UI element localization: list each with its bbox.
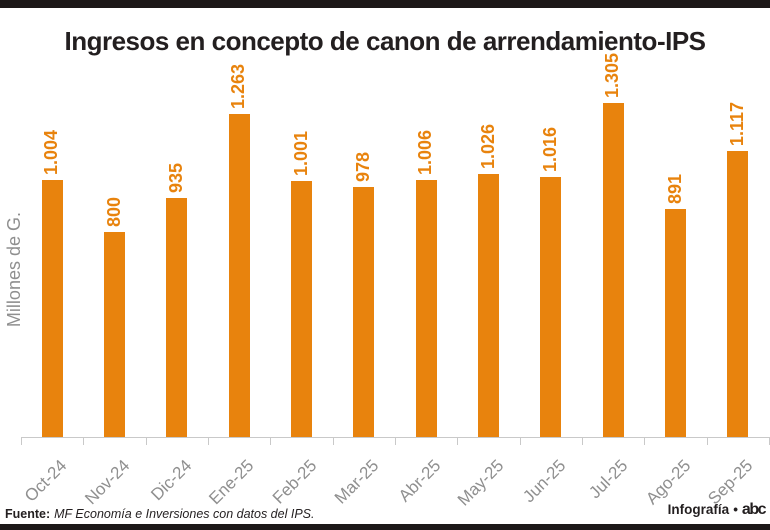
bar-value-label: 891 [664, 173, 685, 204]
axis-tick [644, 437, 646, 445]
bar-value-label: 1.305 [602, 52, 623, 98]
bar-value-label: 1.117 [726, 101, 747, 146]
x-axis-label: Ene-25 [205, 456, 258, 509]
top-black-band [0, 0, 770, 8]
axis-tick [395, 437, 396, 445]
axis-tick [332, 437, 334, 445]
axis-tick [706, 437, 708, 445]
bar-value-label: 1.263 [228, 63, 249, 109]
bar [727, 151, 749, 437]
x-axis-label: Dic-24 [147, 456, 196, 505]
bar-value-label: 1.026 [477, 123, 498, 169]
bar [104, 232, 125, 437]
bar [415, 180, 437, 437]
x-axis-label: May-25 [453, 456, 507, 510]
bar-value-label: 1.004 [41, 129, 62, 175]
axis-tick [208, 437, 209, 445]
bar [602, 103, 624, 437]
credit-label: Infografía [667, 502, 730, 517]
bar [291, 181, 312, 437]
bar [166, 198, 188, 437]
bullet-separator: • [733, 502, 738, 517]
axis-tick [519, 437, 521, 445]
bar-value-label: 1.016 [539, 126, 560, 172]
source-text: MF Economía e Inversiones con datos del … [54, 507, 315, 521]
bar [665, 209, 686, 437]
axis-tick [21, 437, 22, 445]
bottom-black-band [0, 524, 770, 530]
x-axis-label: Jul-25 [585, 456, 632, 503]
bar [540, 177, 562, 437]
bar [353, 187, 375, 437]
bar-value-label: 978 [352, 151, 373, 182]
bar [41, 180, 63, 437]
bar-value-label: 1.001 [290, 130, 311, 176]
axis-tick [582, 437, 583, 445]
x-axis-label: Jun-25 [519, 456, 570, 507]
axis-tick [457, 437, 459, 445]
bar [228, 114, 250, 437]
bar-value-label: 800 [103, 196, 124, 227]
x-axis-label: Feb-25 [268, 456, 320, 508]
abc-color-logo: abc [741, 501, 767, 518]
x-axis-label: Mar-25 [330, 456, 383, 508]
axis-tick [83, 437, 85, 445]
x-axis-label: Nov-24 [80, 456, 133, 509]
x-axis-label: Abr-25 [395, 456, 445, 506]
x-axis-label: Oct-24 [21, 456, 71, 506]
source-label: Fuente: [5, 507, 51, 521]
axis-tick [270, 437, 272, 445]
bar [478, 174, 499, 437]
source-line: Fuente: MF Economía e Inversiones con dat… [5, 507, 314, 521]
chart-title: Ingresos en concepto de canon de arrenda… [64, 26, 706, 57]
bar-value-label: 935 [165, 162, 186, 193]
credit-line: Infografía • abc [667, 501, 767, 519]
axis-tick [145, 437, 147, 445]
bar-value-label: 1.006 [415, 129, 436, 175]
